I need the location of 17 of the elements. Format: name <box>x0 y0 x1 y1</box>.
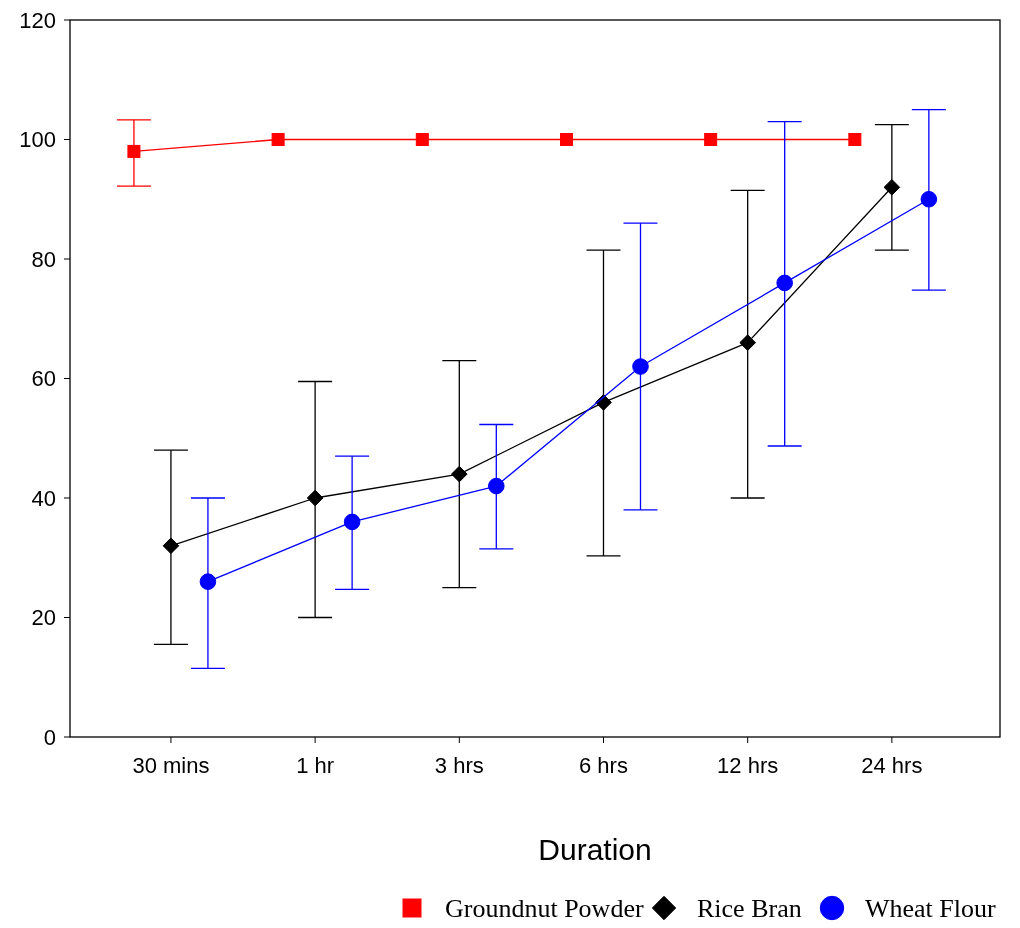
x-tick-label: 1 hr <box>296 753 335 778</box>
x-tick-label: 3 hrs <box>434 753 484 778</box>
y-tick-label: 0 <box>43 724 56 750</box>
x-tick-label: 6 hrs <box>579 753 628 778</box>
y-tick-label: 20 <box>31 605 56 631</box>
legend-label: Wheat Flour <box>865 894 997 924</box>
y-tick-label: 60 <box>31 366 56 392</box>
x-tick-label: 30 mins <box>132 753 210 778</box>
x-axis-title: Duration <box>538 833 652 866</box>
x-tick-label: 24 hrs <box>861 753 923 778</box>
legend-label: Groundnut Powder <box>445 894 644 924</box>
y-tick-label: 120 <box>19 7 56 33</box>
x-tick-label: 12 hrs <box>717 753 779 778</box>
y-tick-label: 80 <box>31 246 56 272</box>
legend-label: Rice Bran <box>697 894 802 924</box>
y-tick-label: 100 <box>19 127 56 153</box>
y-tick-label: 40 <box>31 485 56 511</box>
